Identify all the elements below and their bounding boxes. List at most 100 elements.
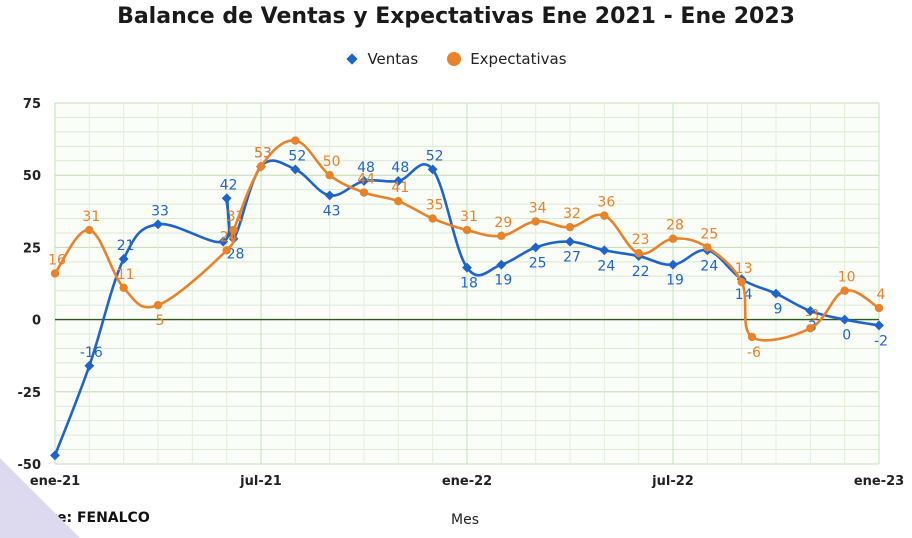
data-label-ventas: 52 [288, 148, 306, 164]
legend-label-ventas: Ventas [367, 50, 419, 68]
x-axis-title: Mes [451, 512, 479, 528]
data-point-expectativas [394, 196, 403, 206]
data-label-expectativas: 13 [735, 261, 753, 277]
data-point-ventas [771, 288, 781, 299]
legend-marker-ventas [346, 53, 359, 65]
data-point-ventas [565, 236, 575, 247]
data-label-expectativas: 29 [494, 215, 512, 231]
legend-label-expectativas: Expectativas [470, 50, 567, 68]
data-label-ventas: 22 [632, 264, 650, 280]
chart-title: Balance de Ventas y Expectativas Ene 202… [117, 4, 795, 29]
y-tick-label: -25 [18, 386, 42, 401]
data-point-expectativas [222, 246, 231, 255]
x-tick-label: jul-22 [651, 474, 694, 489]
data-label-ventas: -16 [80, 345, 103, 361]
data-point-expectativas [359, 188, 369, 197]
data-label-expectativas: -6 [747, 345, 761, 361]
data-label-ventas: 48 [391, 160, 409, 176]
corner-decoration [0, 458, 80, 538]
data-label-expectativas: 31 [82, 209, 100, 225]
y-tick-label: 50 [23, 169, 41, 184]
data-label-expectativas: 25 [700, 226, 718, 242]
data-label-ventas: 52 [426, 148, 444, 164]
data-point-expectativas [256, 162, 266, 171]
data-label-expectativas: 44 [357, 172, 375, 188]
data-point-expectativas [531, 217, 540, 226]
data-point-ventas [359, 176, 369, 186]
data-point-ventas [427, 164, 438, 175]
data-label-ventas: 18 [460, 276, 478, 292]
data-label-expectativas: 11 [117, 267, 135, 283]
data-label-ventas: 42 [220, 177, 238, 193]
data-point-expectativas [85, 225, 94, 235]
data-point-expectativas [737, 277, 746, 287]
data-label-ventas: 24 [700, 258, 718, 274]
data-label-ventas: 9 [774, 302, 783, 318]
chart-legend: Ventas Expectativas [0, 50, 912, 68]
y-tick-label: 25 [23, 241, 41, 256]
data-label-expectativas: -3 [805, 307, 819, 323]
data-point-expectativas [634, 248, 643, 258]
data-point-expectativas [703, 243, 712, 252]
x-tick-label: ene-22 [442, 474, 492, 489]
data-label-ventas: 0 [842, 328, 851, 344]
y-tick-label: 75 [23, 97, 41, 112]
series-line-ventas [53, 159, 880, 456]
data-label-ventas: -2 [874, 333, 888, 349]
data-point-ventas [324, 190, 335, 201]
data-point-expectativas [291, 136, 300, 145]
data-label-expectativas: 5 [156, 313, 165, 329]
data-point-ventas [393, 176, 404, 186]
data-label-expectativas: 34 [529, 200, 547, 216]
data-label-expectativas: 10 [838, 270, 856, 286]
legend-item-ventas[interactable]: Ventas [345, 50, 418, 68]
data-point-expectativas [840, 286, 849, 295]
data-point-expectativas [153, 300, 163, 310]
data-point-ventas [496, 259, 507, 270]
data-label-expectativas: 28 [666, 218, 684, 234]
data-label-expectativas: 36 [597, 195, 615, 211]
data-point-expectativas [497, 231, 506, 241]
data-label-expectativas: 35 [426, 198, 444, 214]
data-label-expectativas: 50 [323, 154, 341, 170]
data-point-ventas [668, 259, 678, 270]
data-point-expectativas [229, 225, 238, 235]
data-point-ventas [530, 242, 541, 253]
data-point-expectativas [600, 211, 609, 220]
data-point-ventas [153, 219, 163, 230]
data-point-ventas [218, 236, 229, 247]
legend-marker-expectativas [447, 52, 462, 66]
data-point-ventas [462, 262, 472, 273]
data-point-expectativas [50, 269, 60, 278]
data-point-ventas [874, 320, 884, 331]
data-label-ventas: 43 [323, 203, 341, 219]
data-point-expectativas [874, 303, 884, 313]
data-point-ventas [839, 314, 850, 325]
data-label-ventas: 27 [563, 250, 581, 266]
data-point-expectativas [462, 225, 472, 235]
data-point-expectativas [668, 234, 678, 243]
data-point-expectativas [806, 324, 815, 333]
data-label-expectativas: 53 [254, 146, 272, 162]
data-label-expectativas: 4 [877, 287, 886, 303]
data-label-expectativas: 23 [632, 232, 650, 248]
data-label-expectativas: 31 [227, 209, 245, 225]
data-label-expectativas: 16 [48, 252, 66, 268]
data-label-expectativas: 32 [563, 206, 581, 222]
data-label-ventas: 28 [227, 247, 245, 263]
data-label-expectativas: 41 [391, 180, 409, 196]
data-point-ventas [599, 245, 610, 256]
data-label-ventas: 21 [117, 238, 135, 254]
data-label-ventas: 19 [494, 273, 512, 289]
legend-item-expectativas[interactable]: Expectativas [446, 50, 567, 68]
data-point-ventas [221, 193, 232, 204]
data-label-ventas: 48 [357, 160, 375, 176]
data-point-expectativas [428, 214, 437, 223]
y-tick-label: 0 [32, 314, 41, 329]
data-label-expectativas: 31 [460, 209, 478, 225]
data-label-ventas: 24 [597, 258, 615, 274]
data-label-ventas: 25 [529, 255, 547, 271]
data-point-expectativas [565, 222, 575, 232]
data-label-ventas: 19 [666, 273, 684, 289]
